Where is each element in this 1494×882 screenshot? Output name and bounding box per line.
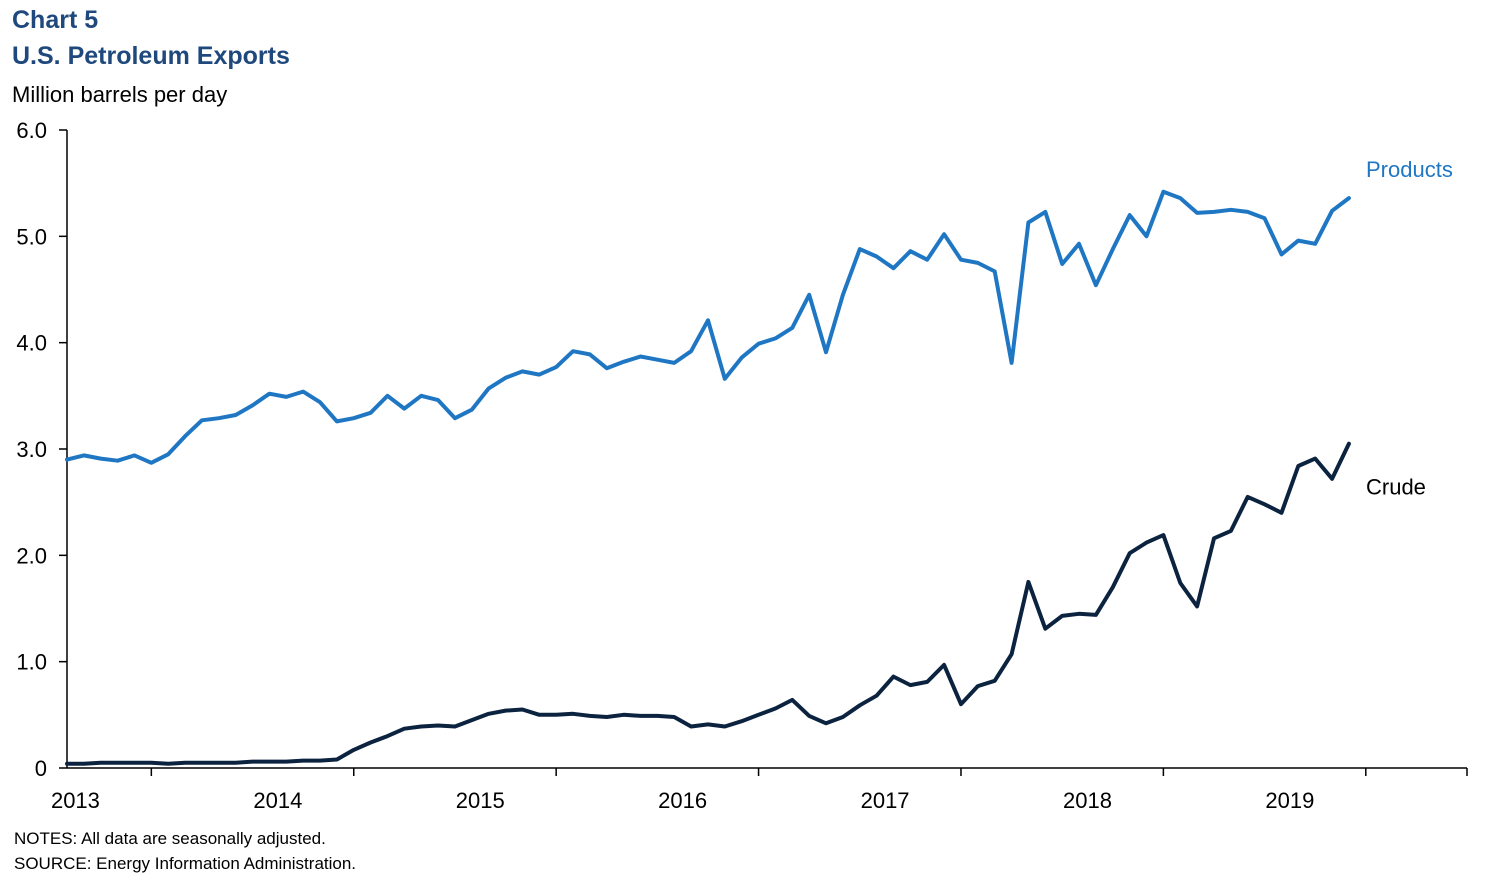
x-tick-label: 2017 <box>861 788 910 813</box>
x-tick-label: 2013 <box>51 788 100 813</box>
series-label-crude: Crude <box>1366 475 1426 500</box>
y-tick-label: 0 <box>35 756 47 781</box>
x-tick-label: 2015 <box>456 788 505 813</box>
y-tick-label: 5.0 <box>16 224 47 249</box>
y-tick-label: 2.0 <box>16 543 47 568</box>
y-tick-label: 3.0 <box>16 437 47 462</box>
series-line-crude <box>65 441 1351 766</box>
series-label-products: Products <box>1366 157 1453 182</box>
x-tick-label: 2018 <box>1063 788 1112 813</box>
chart-notes: NOTES: All data are seasonally adjusted.… <box>14 826 356 876</box>
axes: 0 1.0 2.0 3.0 4.0 5.0 6.0 2013 2014 2015 2016 2017 2… <box>16 118 1468 813</box>
y-tick-label: 1.0 <box>16 650 47 675</box>
notes-text: NOTES: All data are seasonally adjusted. <box>14 829 326 848</box>
x-tick-label: 2019 <box>1265 788 1314 813</box>
y-tick-label: 6.0 <box>16 118 47 143</box>
x-tick-label: 2016 <box>658 788 707 813</box>
series-labels: Products Crude <box>1366 157 1453 500</box>
x-tick-label: 2014 <box>253 788 302 813</box>
y-axis-unit: Million barrels per day <box>12 82 228 107</box>
chart-number: Chart 5 <box>12 6 99 34</box>
series-group <box>65 189 1351 766</box>
chart-title: U.S. Petroleum Exports <box>12 42 290 70</box>
source-text: SOURCE: Energy Information Administratio… <box>14 854 357 873</box>
y-tick-label: 4.0 <box>16 331 47 356</box>
series-line-products <box>65 189 1351 465</box>
